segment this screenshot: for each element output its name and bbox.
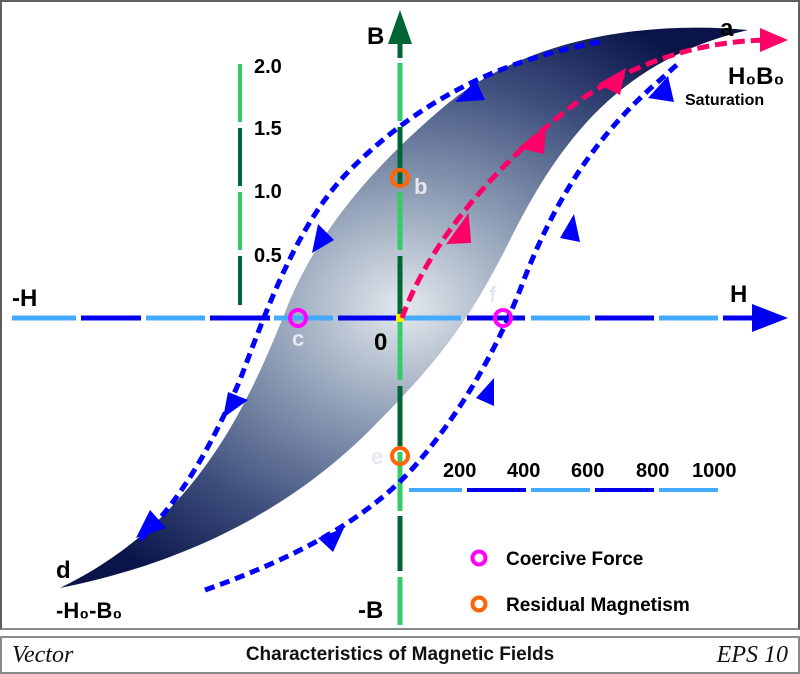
point-c-label: c xyxy=(292,326,304,351)
origin-label: 0 xyxy=(374,329,387,356)
origin-point xyxy=(396,314,404,322)
hysteresis-diagram: 2.0 1.5 1.0 0.5 200 400 600 800 1000 xyxy=(12,10,788,625)
h-tick-600: 600 xyxy=(571,460,604,482)
pink-arrow-icon xyxy=(446,213,472,245)
initial-magnetization-curve xyxy=(399,28,788,319)
b-axis-arrowhead-icon xyxy=(388,10,412,44)
residual-magnetism-marker-e xyxy=(390,446,410,466)
legend-residual-magnetism: Residual Magnetism xyxy=(506,595,690,616)
blue-arrow-icon xyxy=(312,224,334,253)
blue-arrow-icon xyxy=(136,510,166,538)
descending-branch-path xyxy=(136,39,601,542)
b-tick-2-0: 2.0 xyxy=(254,56,282,78)
point-d-label: d xyxy=(56,557,71,584)
h-tick-200: 200 xyxy=(443,460,476,482)
negative-saturation-coord-label: -H₀-B₀ xyxy=(56,598,122,623)
legend: Coercive Force Residual Magnetism xyxy=(470,549,690,616)
point-b-label: b xyxy=(414,174,427,199)
b-negative-label: -B xyxy=(358,597,383,624)
h-tick-800: 800 xyxy=(636,460,669,482)
blue-arrow-icon xyxy=(223,392,248,418)
residual-magnetism-legend-icon xyxy=(470,595,488,613)
blue-arrow-icon xyxy=(476,378,494,406)
b-tick-0-5: 0.5 xyxy=(254,245,282,267)
b-axis xyxy=(388,10,412,625)
footer-eps-label: EPS 10 xyxy=(716,642,788,668)
footer-vector-label: Vector xyxy=(12,642,74,668)
coercive-force-marker-f xyxy=(493,308,513,328)
saturation-label: Saturation xyxy=(685,92,764,109)
diagram-frame xyxy=(0,0,800,630)
point-a-label: a xyxy=(720,15,734,42)
blue-arrow-icon xyxy=(648,76,674,102)
blue-arrow-icon xyxy=(560,214,580,242)
h-negative-label: -H xyxy=(12,285,37,312)
h-axis-arrowhead-icon xyxy=(752,304,788,332)
pink-arrow-icon xyxy=(760,28,788,52)
ascending-branch-path xyxy=(204,60,682,593)
b-scale-bar: 2.0 1.5 1.0 0.5 xyxy=(238,56,282,305)
residual-magnetism-marker-b xyxy=(390,168,410,188)
b-tick-1-0: 1.0 xyxy=(254,181,282,203)
footer-bar: Vector Characteristics of Magnetic Field… xyxy=(0,636,800,674)
footer-title: Characteristics of Magnetic Fields xyxy=(245,644,555,665)
b-positive-label: B xyxy=(367,23,384,50)
h-tick-400: 400 xyxy=(507,460,540,482)
coercive-force-legend-icon xyxy=(470,549,488,567)
blue-arrow-icon xyxy=(318,528,344,552)
point-e-label: e xyxy=(371,444,383,469)
h-positive-label: H xyxy=(730,281,747,308)
pink-arrow-icon xyxy=(598,68,626,95)
blue-arrow-icon xyxy=(455,80,485,102)
saturation-coord-label: H₀B₀ xyxy=(728,63,784,90)
legend-coercive-force: Coercive Force xyxy=(506,549,643,570)
h-scale-bar: 200 400 600 800 1000 xyxy=(409,460,737,492)
h-tick-1000: 1000 xyxy=(692,460,737,482)
point-f-label: f xyxy=(489,282,497,307)
b-tick-1-5: 1.5 xyxy=(254,118,282,140)
coercive-force-marker-c xyxy=(288,308,308,328)
pink-arrow-icon xyxy=(518,126,546,154)
h-axis xyxy=(12,304,788,332)
